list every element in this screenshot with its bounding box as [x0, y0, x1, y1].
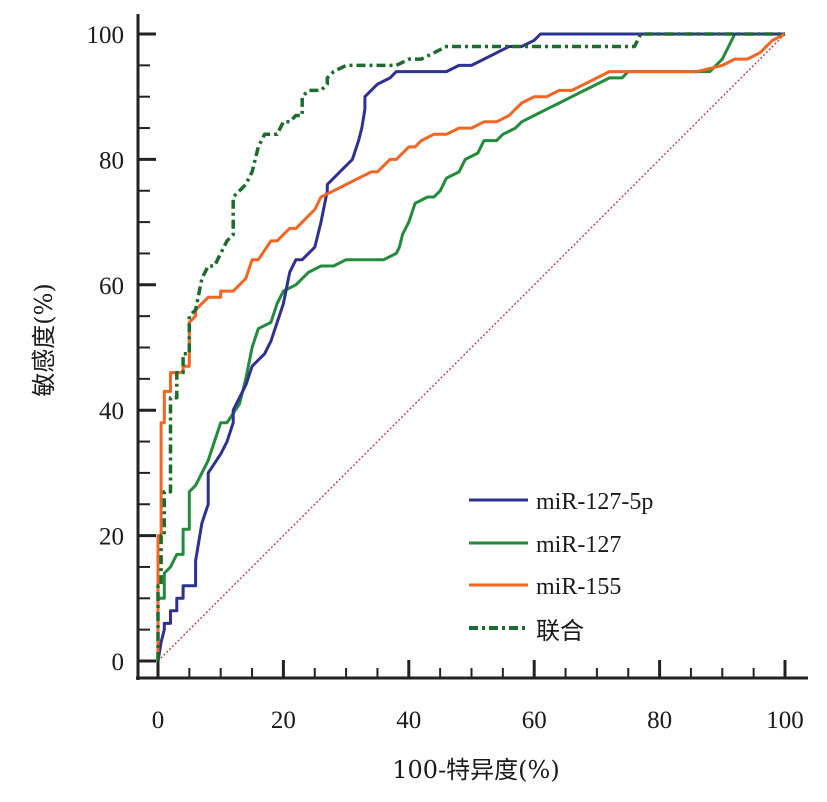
y-tick-label: 80 — [99, 147, 124, 174]
series-line-combined — [156, 32, 785, 661]
series-line-mir-127 — [156, 32, 785, 661]
y-tick-label: 100 — [87, 22, 125, 49]
x-tick-label: 0 — [152, 707, 165, 734]
x-tick-label: 40 — [396, 707, 421, 734]
y-tick-label: 20 — [99, 524, 124, 551]
series-line-mir-155 — [156, 32, 786, 661]
x-tick-label: 60 — [522, 707, 547, 734]
legend: miR-127-5p miR-127 miR-155 联合 — [469, 489, 653, 645]
y-ticks — [138, 32, 156, 663]
legend-label-combined: 联合 — [536, 618, 584, 645]
legend-label-mir-155: miR-155 — [536, 574, 621, 600]
series-group — [156, 32, 786, 662]
x-tick-labels: 0 20 40 60 80 100 — [152, 707, 804, 734]
x-axis-title: 100-特异度(%) — [392, 756, 559, 784]
y-tick-label: 0 — [112, 649, 125, 676]
x-tick-label: 100 — [766, 707, 804, 734]
legend-label-mir-127-5p: miR-127-5p — [536, 489, 653, 515]
y-axis-title: 敏感度(%) — [30, 283, 58, 397]
x-tick-label: 20 — [271, 707, 296, 734]
y-tick-label: 40 — [99, 398, 124, 425]
y-tick-label: 60 — [99, 273, 124, 300]
y-tick-labels: 0 20 40 60 80 100 — [87, 22, 125, 676]
legend-label-mir-127: miR-127 — [536, 532, 621, 558]
series-line-mir-127-5p — [156, 32, 785, 662]
x-ticks — [156, 660, 787, 678]
x-tick-label: 80 — [647, 707, 672, 734]
